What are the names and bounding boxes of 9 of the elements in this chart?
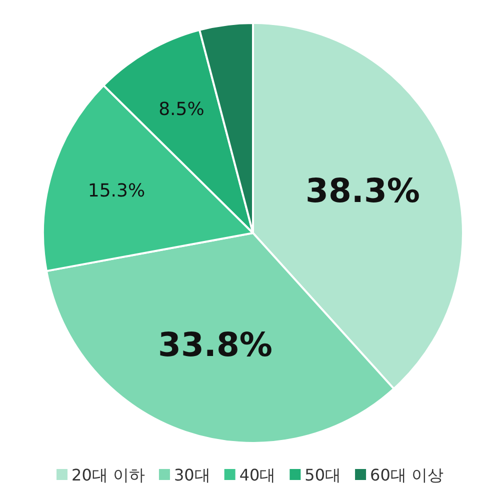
legend-label: 20대 이하 (72, 466, 145, 484)
data-label: 38.3% (305, 171, 420, 210)
legend-label: 50대 (304, 466, 342, 484)
data-label: 8.5% (158, 98, 204, 120)
data-label: 33.8% (158, 324, 273, 364)
data-label: 15.3% (88, 180, 146, 202)
legend-label: 40대 (239, 466, 276, 484)
legend-label: 30대 (174, 466, 210, 484)
legend-label: 60대 이상 (370, 466, 444, 484)
